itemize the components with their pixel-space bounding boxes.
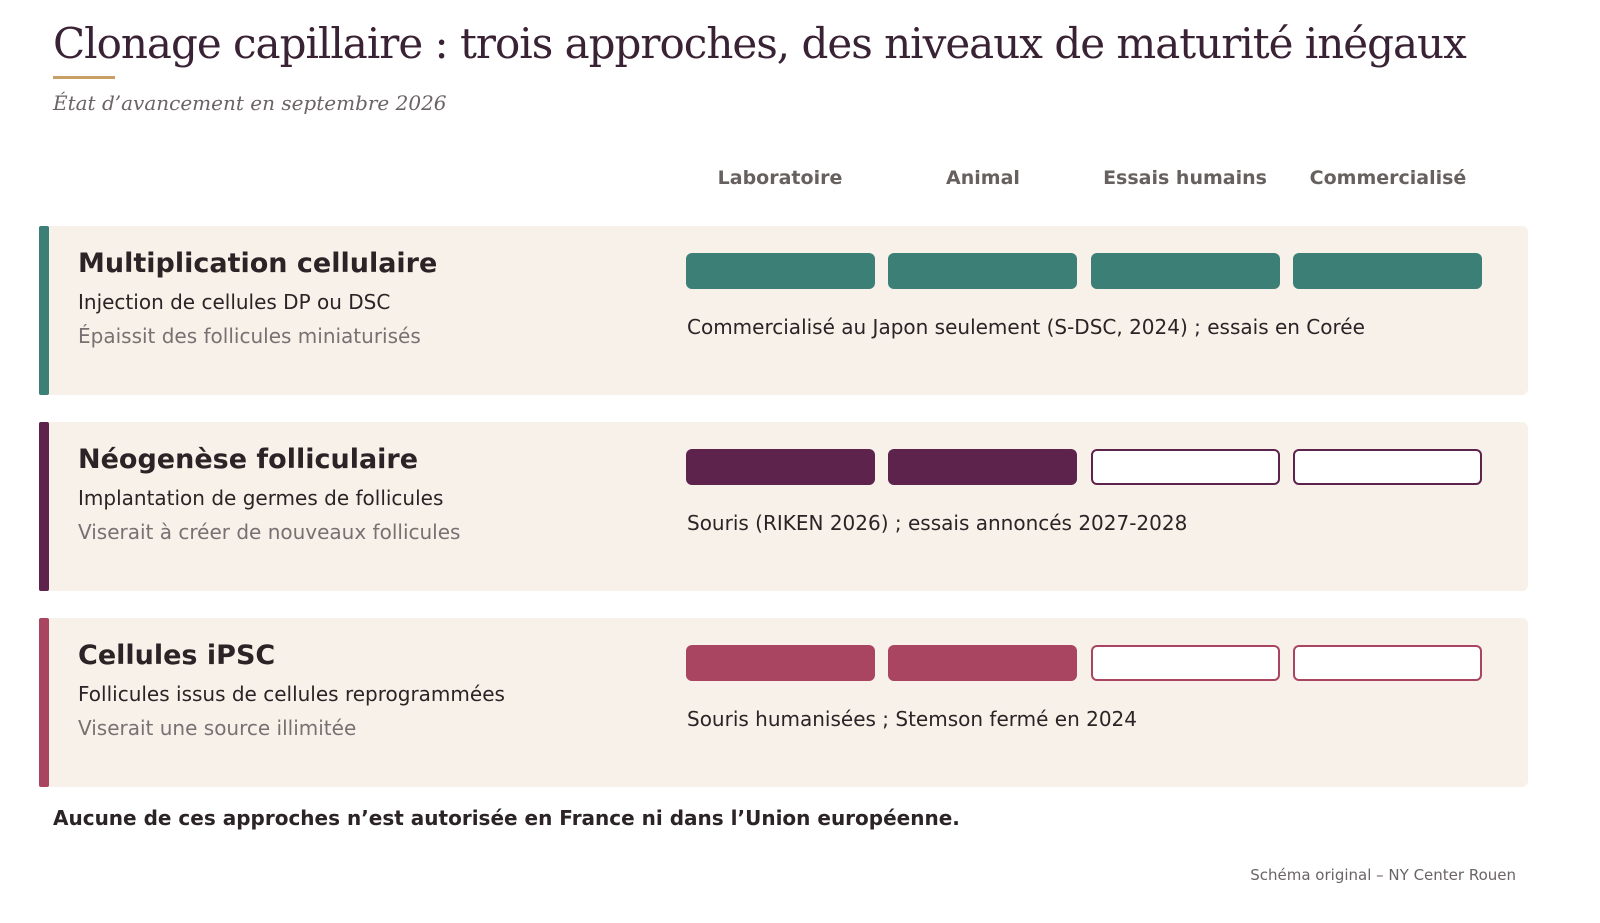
approach-row-ipsc: Cellules iPSC Follicules issus de cellul… xyxy=(39,618,1528,787)
approach-description: Injection de cellules DP ou DSC xyxy=(78,290,391,314)
approach-status: Souris humanisées ; Stemson fermé en 202… xyxy=(687,707,1137,731)
stage-segment-laboratoire xyxy=(686,645,875,681)
stage-header-commercialise: Commercialisé xyxy=(1309,167,1467,189)
stage-segment-animal xyxy=(888,253,1077,289)
row-accent-bar xyxy=(39,618,49,787)
stage-segment-commercialise xyxy=(1293,645,1482,681)
stage-segment-laboratoire xyxy=(686,449,875,485)
stage-header-essais-humains: Essais humains xyxy=(1103,167,1267,189)
approach-description: Implantation de germes de follicules xyxy=(78,486,444,510)
approach-title: Multiplication cellulaire xyxy=(78,248,438,279)
stage-segment-essais-humains xyxy=(1091,645,1280,681)
approach-note: Viserait à créer de nouveaux follicules xyxy=(78,520,461,544)
regulatory-footnote: Aucune de ces approches n’est autorisée … xyxy=(53,806,960,830)
row-accent-bar xyxy=(39,226,49,395)
title-underline xyxy=(53,76,115,79)
page-title: Clonage capillaire : trois approches, de… xyxy=(53,19,1467,68)
stage-segment-essais-humains xyxy=(1091,253,1280,289)
source-credit: Schéma original – NY Center Rouen xyxy=(1250,866,1516,884)
approach-row-neogenese: Néogenèse folliculaire Implantation de g… xyxy=(39,422,1528,591)
approach-title: Néogenèse folliculaire xyxy=(78,444,419,475)
stage-segment-essais-humains xyxy=(1091,449,1280,485)
stage-header-animal: Animal xyxy=(946,167,1020,189)
stage-segment-commercialise xyxy=(1293,449,1482,485)
approach-status: Souris (RIKEN 2026) ; essais annoncés 20… xyxy=(687,511,1188,535)
approach-note: Viserait une source illimitée xyxy=(78,716,357,740)
stage-header-laboratoire: Laboratoire xyxy=(717,167,843,189)
stage-segment-animal xyxy=(888,449,1077,485)
approach-note: Épaissit des follicules miniaturisés xyxy=(78,324,421,348)
approach-status: Commercialisé au Japon seulement (S-DSC,… xyxy=(687,315,1365,339)
approach-title: Cellules iPSC xyxy=(78,640,276,671)
stage-segment-commercialise xyxy=(1293,253,1482,289)
approach-row-multiplication: Multiplication cellulaire Injection de c… xyxy=(39,226,1528,395)
row-accent-bar xyxy=(39,422,49,591)
stage-segment-laboratoire xyxy=(686,253,875,289)
stage-segment-animal xyxy=(888,645,1077,681)
page-subtitle: État d’avancement en septembre 2026 xyxy=(53,91,447,115)
approach-description: Follicules issus de cellules reprogrammé… xyxy=(78,682,505,706)
